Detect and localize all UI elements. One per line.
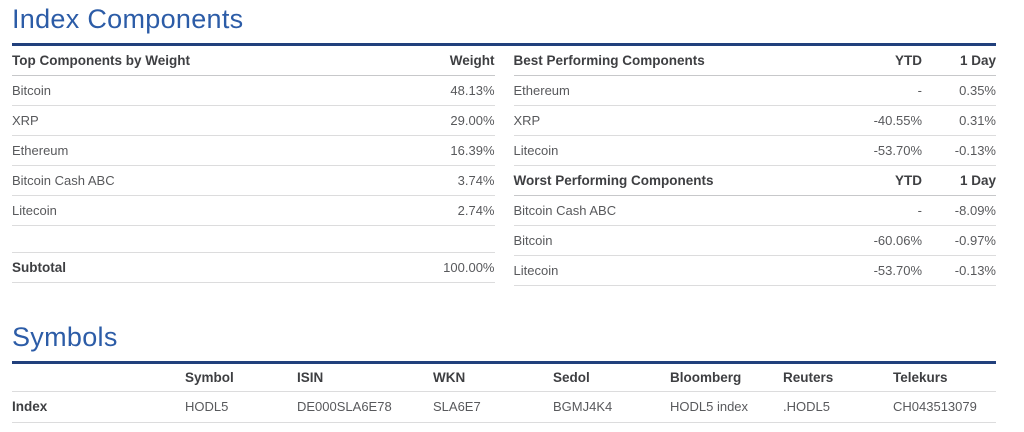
component-ytd: - xyxy=(917,203,922,218)
wkn-value: SLA6E7 xyxy=(433,399,481,414)
sedol-value: BGMJ4K4 xyxy=(553,399,613,414)
symbols-section: Symbols Symbol ISIN WKN Sedol Bloomberg … xyxy=(12,322,996,423)
component-one-day: -0.97% xyxy=(954,233,996,248)
best-performing-title: Best Performing Components xyxy=(513,53,705,68)
telekurs-value: CH043513079 xyxy=(893,399,977,414)
table-row: Bitcoin Cash ABC - -8.09% xyxy=(513,196,996,226)
best-performing-table: Best Performing Components YTD 1 Day Eth… xyxy=(513,46,996,166)
component-name: Bitcoin Cash ABC xyxy=(513,203,617,218)
weights-table-title: Top Components by Weight xyxy=(12,53,190,68)
table-row: Litecoin 2.74% xyxy=(12,196,495,226)
symbols-col-telekurs: Telekurs xyxy=(893,370,948,385)
component-weight: 16.39% xyxy=(450,143,495,158)
component-weight: 48.13% xyxy=(450,83,495,98)
ytd-column-header: YTD xyxy=(895,53,922,68)
subtotal-value: 100.00% xyxy=(443,260,495,275)
table-row: Ethereum - 0.35% xyxy=(513,76,996,106)
component-weight: 2.74% xyxy=(457,203,495,218)
worst-performing-title: Worst Performing Components xyxy=(513,173,714,188)
table-row: XRP -40.55% 0.31% xyxy=(513,106,996,136)
table-row: Ethereum 16.39% xyxy=(12,136,495,166)
component-name: Bitcoin xyxy=(513,233,553,248)
component-one-day: -8.09% xyxy=(954,203,996,218)
component-ytd: -53.70% xyxy=(873,143,922,158)
component-one-day: -0.13% xyxy=(954,263,996,278)
symbol-value: HODL5 xyxy=(185,399,229,414)
isin-value: DE000SLA6E78 xyxy=(297,399,392,414)
component-name: Bitcoin Cash ABC xyxy=(12,173,115,188)
component-name: Litecoin xyxy=(12,203,57,218)
component-weight: 29.00% xyxy=(450,113,495,128)
symbols-col-symbol: Symbol xyxy=(185,370,234,385)
ytd-column-header: YTD xyxy=(895,173,922,188)
one-day-column-header: 1 Day xyxy=(959,173,996,188)
table-row: Bitcoin -60.06% -0.97% xyxy=(513,226,996,256)
worst-performing-table: Worst Performing Components YTD 1 Day Bi… xyxy=(513,166,996,286)
reuters-value: .HODL5 xyxy=(783,399,830,414)
symbols-col-wkn: WKN xyxy=(433,370,466,385)
component-name: Bitcoin xyxy=(12,83,52,98)
table-row: Litecoin -53.70% -0.13% xyxy=(513,136,996,166)
component-ytd: -40.55% xyxy=(873,113,922,128)
performance-tables: Best Performing Components YTD 1 Day Eth… xyxy=(513,46,996,286)
component-one-day: 0.31% xyxy=(959,113,996,128)
weights-column-header: Weight xyxy=(449,53,495,68)
subtotal-label: Subtotal xyxy=(12,260,66,275)
component-one-day: -0.13% xyxy=(954,143,996,158)
index-components-title: Index Components xyxy=(12,4,244,34)
section-divider-rule xyxy=(12,361,996,364)
one-day-column-header: 1 Day xyxy=(959,53,996,68)
component-name: XRP xyxy=(12,113,39,128)
table-row: Bitcoin 48.13% xyxy=(12,76,495,106)
component-name: Ethereum xyxy=(513,83,570,98)
component-weight: 3.74% xyxy=(457,173,495,188)
component-one-day: 0.35% xyxy=(959,83,996,98)
component-ytd: - xyxy=(917,83,922,98)
symbols-col-reuters: Reuters xyxy=(783,370,834,385)
symbols-title: Symbols xyxy=(12,322,118,352)
section-divider-rule xyxy=(12,43,996,46)
symbols-table-row: Index HODL5 DE000SLA6E78 SLA6E7 BGMJ4K4 … xyxy=(12,392,996,423)
symbols-col-sedol: Sedol xyxy=(553,370,590,385)
best-performing-header: Best Performing Components YTD 1 Day xyxy=(513,46,996,76)
symbols-col-isin: ISIN xyxy=(297,370,324,385)
component-name: Ethereum xyxy=(12,143,69,158)
weights-table: Top Components by Weight Weight Bitcoin … xyxy=(12,46,495,286)
table-row: Bitcoin Cash ABC 3.74% xyxy=(12,166,495,196)
components-tables: Top Components by Weight Weight Bitcoin … xyxy=(12,46,996,286)
index-components-section: Index Components Top Components by Weigh… xyxy=(12,4,996,286)
bloomberg-value: HODL5 index xyxy=(670,399,749,414)
symbols-table-header: Symbol ISIN WKN Sedol Bloomberg Reuters … xyxy=(12,364,996,392)
component-name: Litecoin xyxy=(513,263,559,278)
component-ytd: -53.70% xyxy=(873,263,922,278)
subtotal-section: Subtotal 100.00% xyxy=(12,252,495,283)
component-ytd: -60.06% xyxy=(873,233,922,248)
weights-table-header: Top Components by Weight Weight xyxy=(12,46,495,76)
table-row: XRP 29.00% xyxy=(12,106,495,136)
table-row: Litecoin -53.70% -0.13% xyxy=(513,256,996,286)
subtotal-row: Subtotal 100.00% xyxy=(12,253,495,283)
symbols-col-bloomberg: Bloomberg xyxy=(670,370,742,385)
symbols-row-label: Index xyxy=(12,399,48,414)
worst-performing-header: Worst Performing Components YTD 1 Day xyxy=(513,166,996,196)
component-name: XRP xyxy=(513,113,541,128)
component-name: Litecoin xyxy=(513,143,559,158)
